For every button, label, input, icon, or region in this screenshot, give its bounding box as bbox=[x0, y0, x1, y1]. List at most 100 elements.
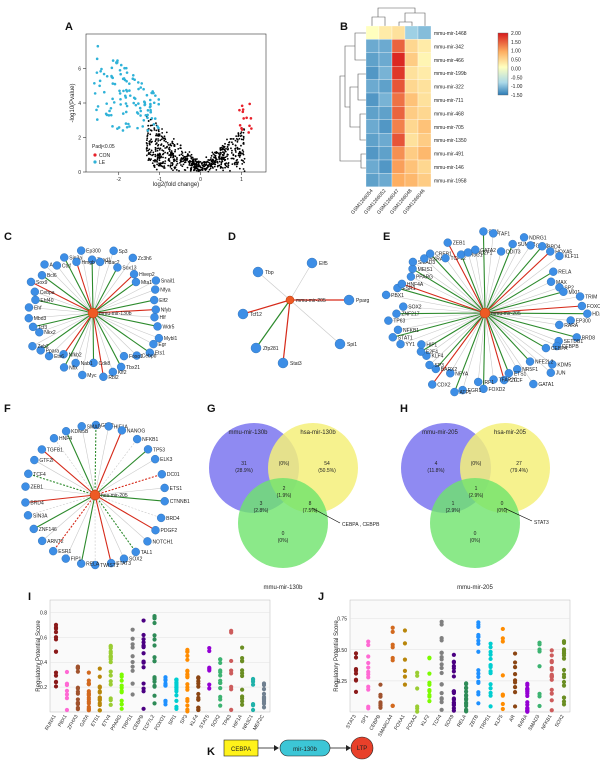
volcano-point-ns bbox=[169, 154, 172, 157]
network-center-node bbox=[87, 307, 99, 319]
heatmap-cell bbox=[404, 39, 419, 53]
network-node bbox=[343, 294, 355, 306]
volcano-point-ns bbox=[234, 151, 237, 153]
score-point bbox=[185, 709, 190, 714]
volcano-point-ns bbox=[197, 169, 200, 172]
network-edge bbox=[484, 312, 577, 338]
score-point bbox=[378, 694, 383, 699]
volcano-point-ns bbox=[231, 157, 234, 160]
volcano-point-le bbox=[152, 101, 156, 105]
network-edge bbox=[92, 312, 151, 354]
network-edge bbox=[92, 312, 154, 345]
score-point bbox=[500, 673, 505, 678]
flow-arrowhead-2 bbox=[346, 745, 351, 751]
network-edge bbox=[92, 257, 134, 314]
score-point bbox=[108, 669, 113, 674]
volcano-x-tick-label: -2 bbox=[117, 177, 122, 183]
score-point bbox=[353, 671, 359, 676]
volcano-point-ns bbox=[163, 135, 166, 138]
volcano-point-ns bbox=[149, 133, 152, 136]
network-node bbox=[577, 301, 587, 311]
network-node-label: PDGF2 bbox=[161, 528, 178, 534]
network-node bbox=[95, 257, 105, 267]
score-point bbox=[229, 707, 234, 712]
score-point bbox=[86, 699, 91, 704]
network-edge bbox=[484, 312, 560, 326]
volcano-point-ns bbox=[149, 140, 151, 142]
volcano-point-ns bbox=[237, 152, 240, 155]
score-point bbox=[488, 682, 493, 687]
score-point bbox=[207, 648, 212, 654]
score-point bbox=[64, 681, 70, 686]
network-node-label: KDM5 bbox=[557, 362, 571, 368]
network-node-label: NR5F1 bbox=[522, 367, 538, 373]
network-node bbox=[548, 360, 557, 369]
flow-circle-ltp-label: LTP bbox=[357, 746, 368, 752]
panel-label-f: F bbox=[4, 403, 11, 415]
network-node bbox=[113, 263, 122, 272]
volcano-point-ns bbox=[229, 138, 232, 140]
volcano-point-le bbox=[93, 81, 96, 85]
score-point bbox=[108, 660, 113, 665]
venn-h-pct-a: (11.8%) bbox=[427, 468, 444, 474]
volcano-point-ns bbox=[224, 166, 226, 169]
volcano-point-ns bbox=[176, 156, 178, 159]
volcano-point-ns bbox=[199, 160, 202, 163]
heatmap-cell bbox=[378, 25, 393, 40]
network-node-label: Myc bbox=[87, 373, 97, 379]
score-point bbox=[439, 700, 444, 705]
volcano-point-ns bbox=[224, 162, 227, 165]
network-edge bbox=[94, 426, 109, 496]
network-node bbox=[463, 248, 473, 257]
network-edge bbox=[255, 299, 291, 349]
volcano-point-ns bbox=[145, 154, 148, 157]
network-node-label: KLF11 bbox=[564, 254, 579, 260]
volcano-point-le bbox=[125, 89, 129, 93]
volcano-point-le bbox=[111, 125, 114, 128]
network-node bbox=[151, 525, 160, 535]
score-point bbox=[427, 656, 432, 661]
volcano-point-ns bbox=[146, 135, 149, 138]
volcano-y-tick-label: 6 bbox=[78, 67, 81, 73]
volcano-point-ns bbox=[174, 155, 177, 158]
score-point bbox=[240, 673, 245, 679]
volcano-point-le bbox=[116, 59, 119, 62]
network-edge bbox=[484, 237, 525, 314]
volcano-point-ns bbox=[173, 167, 176, 170]
network-node bbox=[132, 434, 142, 444]
volcano-point-ns bbox=[167, 143, 170, 146]
score-point bbox=[141, 651, 146, 656]
volcano-point-le bbox=[111, 82, 115, 85]
volcano-point-le bbox=[142, 87, 145, 91]
venn-h: mmu-mir-205 hsa-mir-205 mmu-mir-205 4 (1… bbox=[401, 423, 550, 591]
score-point bbox=[549, 687, 554, 692]
network-node-label: EP300 bbox=[576, 318, 591, 324]
score-point bbox=[353, 689, 359, 694]
network-node bbox=[397, 279, 407, 289]
score-point bbox=[500, 639, 505, 644]
volcano-point-ns bbox=[242, 151, 245, 153]
volcano-point-ns bbox=[236, 146, 239, 149]
volcano-point-ns bbox=[177, 147, 180, 150]
network-edge bbox=[56, 265, 94, 314]
score-point bbox=[402, 641, 408, 646]
volcano-point-le bbox=[133, 78, 136, 81]
heatmap-row-label: mmu-mir-1958 bbox=[434, 178, 467, 184]
heatmap-cell bbox=[378, 66, 393, 80]
volcano-point-le bbox=[119, 103, 122, 106]
volcano-point-le bbox=[119, 72, 122, 76]
network-edge bbox=[94, 448, 149, 496]
score-point bbox=[185, 698, 190, 704]
heatmap-colorbar-tick: -1.50 bbox=[511, 93, 523, 99]
heatmap-row-label: mmu-mir-711 bbox=[434, 98, 464, 104]
score-category-label: FOXA2 bbox=[406, 714, 420, 731]
volcano-point-ns bbox=[164, 138, 167, 141]
volcano-x-tick-label: 0 bbox=[199, 177, 202, 183]
volcano-point-ns bbox=[235, 137, 238, 140]
network-node bbox=[131, 547, 140, 557]
score-point bbox=[86, 693, 91, 698]
volcano-points bbox=[93, 44, 253, 173]
network-edge bbox=[94, 473, 163, 496]
volcano-point-le bbox=[128, 89, 131, 92]
volcano-point-le bbox=[116, 127, 119, 130]
